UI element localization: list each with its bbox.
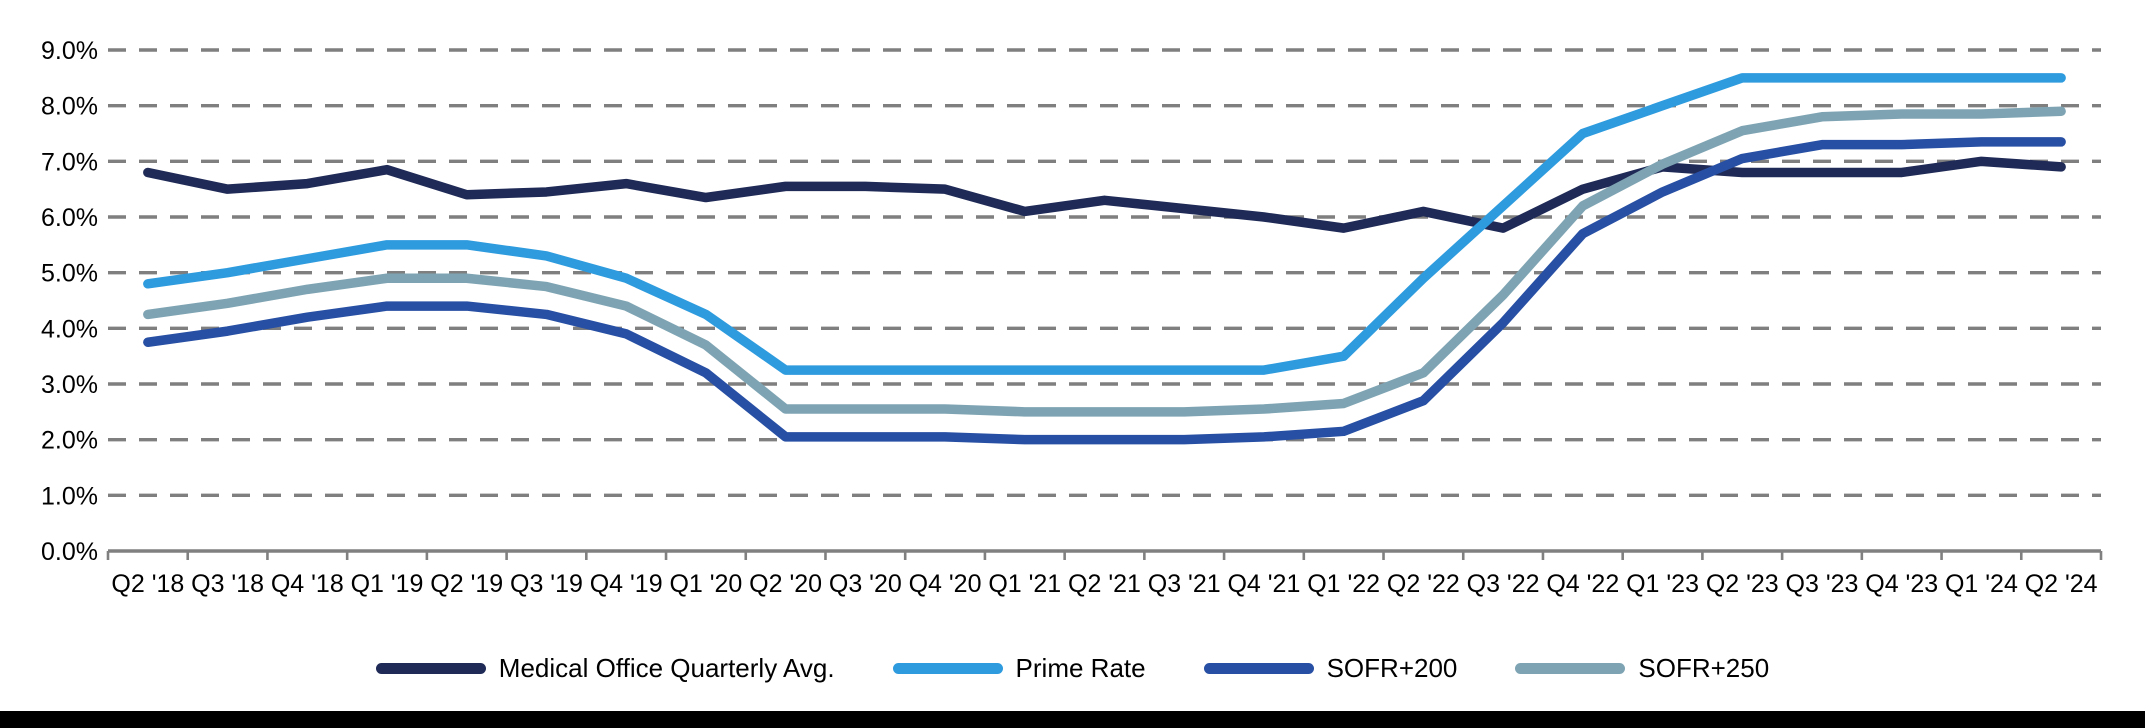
x-axis-label: Q4 '22 xyxy=(1546,570,1619,598)
x-axis-label: Q3 '23 xyxy=(1786,570,1859,598)
legend-item-sofr-200: SOFR+200 xyxy=(1203,652,1458,684)
x-axis-label: Q1 '20 xyxy=(669,570,742,598)
x-axis-label: Q1 '21 xyxy=(988,570,1061,598)
chart-legend: Medical Office Quarterly Avg. Prime Rate S… xyxy=(0,642,2145,694)
x-axis-label: Q4 '23 xyxy=(1865,570,1938,598)
x-axis-label: Q2 '24 xyxy=(2025,570,2098,598)
series-line-sofr-250 xyxy=(143,106,2066,417)
legend-swatch-medical-office-quarterly-avg xyxy=(375,662,486,674)
y-axis-label: 2.0% xyxy=(41,427,98,455)
legend-label-sofr-250: SOFR+250 xyxy=(1638,652,1770,683)
x-axis-label: Q2 '21 xyxy=(1068,570,1141,598)
x-axis-label: Q1 '22 xyxy=(1307,570,1380,598)
x-axis-label: Q2 '23 xyxy=(1706,570,1779,598)
legend-label-sofr-200: SOFR+200 xyxy=(1326,652,1458,683)
y-axis-label: 3.0% xyxy=(41,371,98,399)
y-axis-label: 1.0% xyxy=(41,482,98,510)
x-axis-label: Q2 '22 xyxy=(1387,570,1460,598)
series-line-sofr-200 xyxy=(143,137,2066,445)
x-axis-label: Q2 '19 xyxy=(430,570,503,598)
footer-bar xyxy=(0,711,2145,728)
x-axis-label: Q3 '19 xyxy=(510,570,583,598)
y-axis-label: 4.0% xyxy=(41,315,98,343)
y-axis-label: 9.0% xyxy=(41,37,98,65)
y-axis-label: 6.0% xyxy=(41,204,98,232)
series-line-medical-office-quarterly-avg xyxy=(143,156,2066,233)
x-axis-label: Q3 '18 xyxy=(191,570,264,598)
legend-item-sofr-250: SOFR+250 xyxy=(1515,653,1769,684)
legend-swatch-sofr-200 xyxy=(1203,662,1314,674)
legend-swatch-prime-rate xyxy=(892,662,1003,674)
legend-label-medical-office-quarterly-avg: Medical Office Quarterly Avg. xyxy=(498,652,835,683)
x-axis-label: Q3 '20 xyxy=(829,570,902,598)
y-axis-label: 8.0% xyxy=(41,93,98,121)
x-axis-label: Q1 '23 xyxy=(1626,570,1699,598)
x-axis-label: Q4 '19 xyxy=(590,570,663,598)
series-line-prime-rate xyxy=(143,73,2066,375)
y-axis-label: 5.0% xyxy=(41,260,98,288)
y-axis-label: 0.0% xyxy=(41,538,98,566)
x-axis-label: Q4 '21 xyxy=(1227,570,1300,598)
legend-item-prime-rate: Prime Rate xyxy=(892,652,1146,684)
x-axis-label: Q4 '18 xyxy=(271,570,344,598)
x-axis-label: Q1 '19 xyxy=(351,570,424,598)
x-axis-label: Q3 '21 xyxy=(1148,570,1221,598)
legend-item-medical-office-quarterly-avg: Medical Office Quarterly Avg. xyxy=(375,652,835,684)
y-axis-label: 7.0% xyxy=(41,148,98,176)
legend-swatch-sofr-250 xyxy=(1515,662,1626,674)
x-axis-label: Q2 '18 xyxy=(111,570,184,598)
x-axis-label: Q4 '20 xyxy=(909,570,982,598)
rate-comparison-chart: 0.0% 1.0% 2.0% 3.0% 4.0% 5.0% 6.0% 7.0% 8.0% 9.0%… xyxy=(41,37,2103,598)
legend-label-prime-rate: Prime Rate xyxy=(1015,652,1146,683)
x-axis-label: Q3 '22 xyxy=(1467,570,1540,598)
x-axis-label: Q1 '24 xyxy=(1945,570,2018,598)
x-axis-label: Q2 '20 xyxy=(749,570,822,598)
